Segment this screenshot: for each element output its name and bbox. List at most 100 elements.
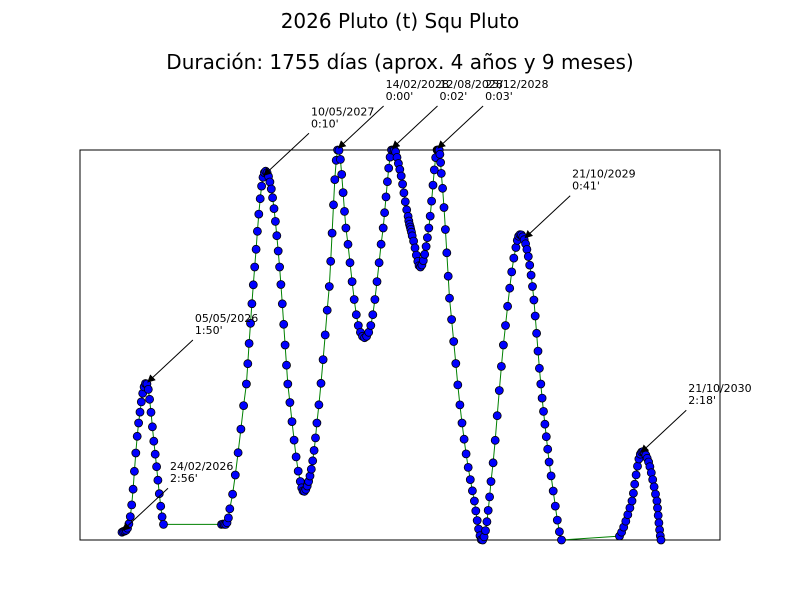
- data-point: [255, 194, 265, 204]
- data-point: [370, 295, 380, 304]
- data-point: [548, 486, 558, 496]
- annotation-time: 0:02': [440, 90, 468, 103]
- data-point: [135, 407, 145, 417]
- data-point: [459, 434, 469, 444]
- data-point: [453, 380, 463, 390]
- data-point: [533, 346, 543, 356]
- data-point: [488, 458, 498, 468]
- data-point: [546, 471, 556, 481]
- data-point: [438, 183, 448, 193]
- data-point: [630, 479, 640, 489]
- data-point: [457, 418, 467, 428]
- data-point: [269, 204, 279, 214]
- series-line-layer: [121, 149, 662, 541]
- data-point: [145, 394, 155, 404]
- data-point: [494, 386, 504, 395]
- data-point: [337, 169, 347, 179]
- data-point: [653, 511, 663, 520]
- annotation-date: 21/10/2029: [572, 168, 635, 181]
- data-point: [134, 418, 144, 428]
- data-point: [455, 400, 465, 410]
- data-point: [449, 337, 459, 346]
- annotation-arrow: [147, 339, 194, 383]
- data-point: [306, 464, 316, 474]
- data-point: [159, 520, 168, 529]
- data-point: [374, 258, 384, 268]
- data-point: [528, 282, 537, 291]
- data-point: [445, 293, 454, 303]
- data-point: [537, 393, 547, 403]
- data-point: [351, 310, 361, 320]
- data-point: [146, 407, 156, 417]
- data-point: [241, 379, 251, 389]
- data-point: [247, 299, 257, 309]
- plot-frame: [79, 149, 721, 541]
- annotation-date: 14/02/2028: [386, 78, 449, 91]
- data-point: [335, 154, 345, 164]
- data-point: [492, 411, 502, 421]
- data-point: [316, 378, 326, 388]
- data-point: [239, 401, 249, 411]
- data-point: [143, 384, 153, 394]
- data-point: [503, 301, 513, 311]
- data-point: [467, 486, 477, 496]
- data-point: [236, 424, 246, 434]
- data-point: [648, 475, 658, 485]
- data-point: [326, 256, 336, 266]
- data-point: [308, 456, 318, 466]
- data-point: [530, 311, 540, 321]
- data-point: [248, 280, 258, 290]
- data-point: [266, 184, 276, 194]
- data-point: [428, 180, 438, 190]
- data-point: [471, 506, 481, 516]
- data-point: [152, 462, 162, 472]
- data-point: [436, 168, 446, 178]
- data-point: [127, 500, 137, 510]
- series-markers-layer: [117, 145, 666, 545]
- data-point: [539, 406, 548, 416]
- data-point: [483, 505, 493, 515]
- annotation-arrow: [122, 487, 169, 531]
- data-point: [129, 466, 139, 476]
- data-point: [252, 226, 262, 236]
- data-point: [543, 444, 553, 454]
- data-point: [329, 200, 338, 210]
- data-point: [396, 171, 406, 181]
- data-point: [511, 243, 521, 252]
- data-point: [320, 330, 330, 340]
- data-point: [631, 470, 641, 480]
- data-point: [532, 328, 541, 338]
- data-point: [507, 267, 517, 277]
- annotation-time: 0:10': [311, 117, 339, 130]
- data-point: [327, 228, 337, 238]
- data-point: [627, 496, 637, 506]
- data-point: [318, 355, 328, 365]
- data-point: [443, 271, 453, 281]
- data-point: [505, 283, 515, 293]
- data-point: [156, 501, 166, 511]
- annotation-date: 12/08/2028: [440, 78, 503, 91]
- data-point: [629, 488, 638, 498]
- data-point: [440, 225, 450, 234]
- data-point: [481, 526, 490, 535]
- data-point: [282, 360, 291, 370]
- data-point: [125, 512, 135, 521]
- data-point: [246, 318, 255, 328]
- data-point: [223, 513, 233, 523]
- data-point: [343, 239, 353, 249]
- data-point: [277, 299, 287, 309]
- data-point: [541, 432, 551, 442]
- data-point: [136, 397, 146, 407]
- data-point: [279, 319, 289, 329]
- data-point: [633, 461, 642, 471]
- data-point: [522, 244, 532, 254]
- data-point: [465, 475, 475, 485]
- data-point: [447, 315, 457, 324]
- annotation-time: 0:41': [572, 180, 600, 193]
